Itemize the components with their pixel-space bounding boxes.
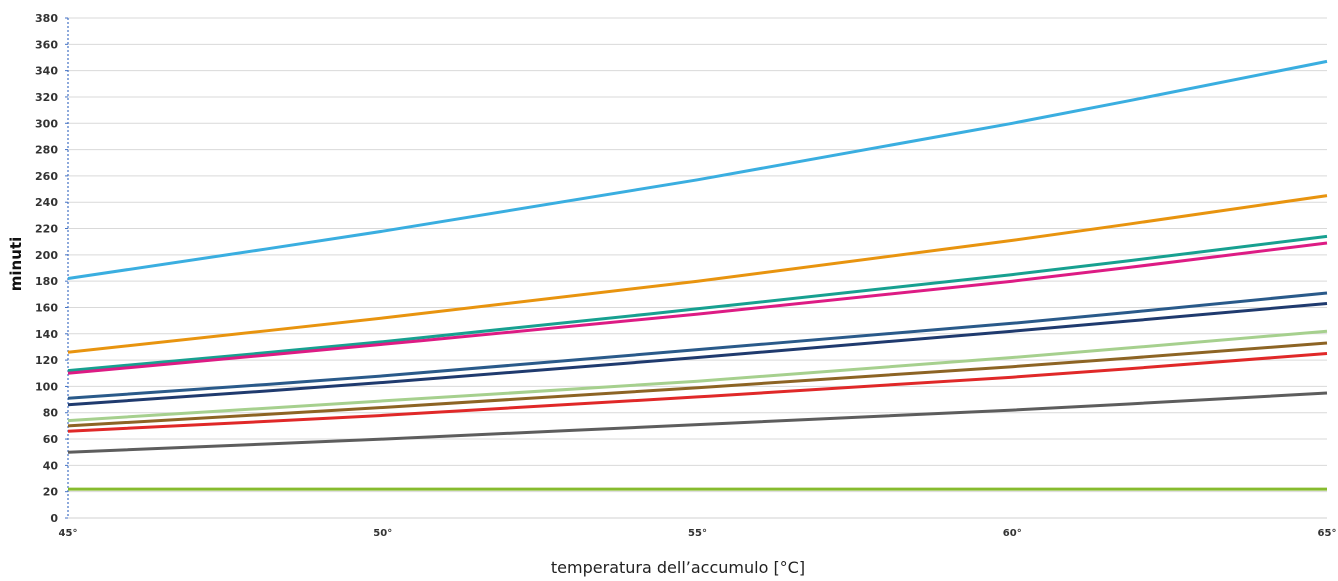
y-tick-label: 20 (43, 486, 59, 499)
y-tick-label: 260 (35, 170, 58, 183)
x-tick-labels: 45° 50° 55° 60° 65° (59, 528, 1337, 539)
series-line-1 (67, 59, 1328, 280)
y-tick-label: 120 (35, 354, 58, 367)
y-tick-label: 200 (35, 249, 58, 262)
y-tick-label: 360 (35, 38, 58, 51)
y-tick-label: 160 (35, 301, 58, 314)
series-line-3 (67, 234, 1328, 373)
series-lines (67, 59, 1328, 491)
y-tick-label: 40 (43, 459, 59, 472)
series-line-7 (67, 329, 1328, 423)
series-line-4 (67, 241, 1328, 375)
y-tick-label: 340 (35, 65, 58, 78)
y-tick-label: 180 (35, 275, 58, 288)
x-tick-label: 60° (1003, 528, 1022, 539)
grid-lines (68, 17, 1327, 493)
series-line-6 (67, 302, 1328, 407)
series-line-9 (67, 352, 1328, 433)
x-tick-label: 65° (1318, 528, 1337, 539)
series-line-10 (67, 391, 1328, 454)
y-tick-labels: 0 20 40 60 80 100 120 140 160 180 200 220 240 260 280 3… (35, 12, 58, 525)
y-tick-label: 280 (35, 144, 58, 157)
series-line-5 (67, 291, 1328, 400)
series-line-2 (67, 194, 1328, 354)
x-tick-label: 50° (373, 528, 392, 539)
y-tick-label: 240 (35, 196, 58, 209)
y-tick-label: 380 (35, 12, 58, 25)
y-tick-label: 300 (35, 117, 58, 130)
y-tick-label: 60 (43, 433, 59, 446)
y-tick-label: 220 (35, 223, 58, 236)
axes (65, 17, 1327, 519)
y-tick-label: 80 (43, 407, 59, 420)
series-line-8 (67, 341, 1328, 428)
y-tick-label: 100 (35, 380, 58, 393)
y-tick-label: 320 (35, 91, 58, 104)
x-tick-label: 45° (59, 528, 78, 539)
y-axis-label: minuti (7, 237, 25, 291)
y-tick-label: 140 (35, 328, 58, 341)
y-tick-label: 0 (50, 512, 58, 525)
x-tick-label: 55° (688, 528, 707, 539)
x-axis-label: temperatura dell’accumulo [°C] (551, 558, 805, 577)
